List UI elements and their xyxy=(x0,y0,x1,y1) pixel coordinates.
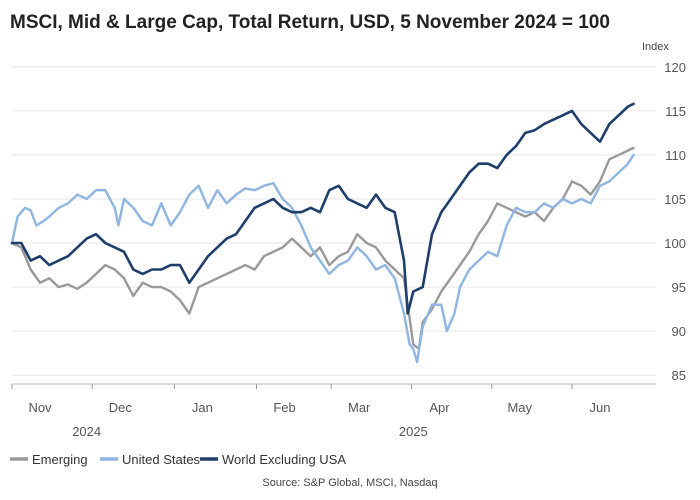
legend: Emerging United States World Excluding U… xyxy=(10,452,346,467)
source-note: Source: S&P Global, MSCI, Nasdaq xyxy=(262,477,437,489)
x-year-2025: 2025 xyxy=(399,424,428,439)
x-tick-may: May xyxy=(507,400,532,415)
x-tick-mar: Mar xyxy=(348,400,371,415)
x-tick-dec: Dec xyxy=(109,400,133,415)
x-year-2024: 2024 xyxy=(72,424,101,439)
series-lines xyxy=(10,102,635,364)
y-axis-label: Index xyxy=(642,41,669,53)
y-axis-ticks: 85 90 95 100 105 110 115 120 xyxy=(664,60,686,383)
x-tick-apr: Apr xyxy=(429,400,450,415)
series-line-united-states xyxy=(10,153,635,364)
x-tick-nov: Nov xyxy=(28,400,52,415)
series-line-emerging xyxy=(10,146,635,350)
y-tick-85: 85 xyxy=(672,368,686,383)
chart-title: MSCI, Mid & Large Cap, Total Return, USD… xyxy=(10,12,610,33)
legend-label-emerging: Emerging xyxy=(32,452,88,467)
gridlines xyxy=(12,66,656,376)
y-tick-115: 115 xyxy=(665,104,686,119)
y-tick-110: 110 xyxy=(665,148,686,163)
legend-label-world-ex-usa: World Excluding USA xyxy=(222,452,346,467)
x-tick-feb: Feb xyxy=(273,400,295,415)
y-tick-90: 90 xyxy=(672,324,686,339)
x-tick-jun: Jun xyxy=(590,400,611,415)
series-line-world-excluding-usa xyxy=(10,102,635,315)
x-tick-jan: Jan xyxy=(192,400,213,415)
x-axis-ticks: Nov Dec Jan Feb Mar Apr May Jun 2024 2025 xyxy=(11,384,611,439)
y-tick-105: 105 xyxy=(664,192,686,207)
y-tick-100: 100 xyxy=(664,236,686,251)
legend-label-united-states: United States xyxy=(122,452,201,467)
y-tick-95: 95 xyxy=(672,280,686,295)
y-tick-120: 120 xyxy=(664,60,686,75)
